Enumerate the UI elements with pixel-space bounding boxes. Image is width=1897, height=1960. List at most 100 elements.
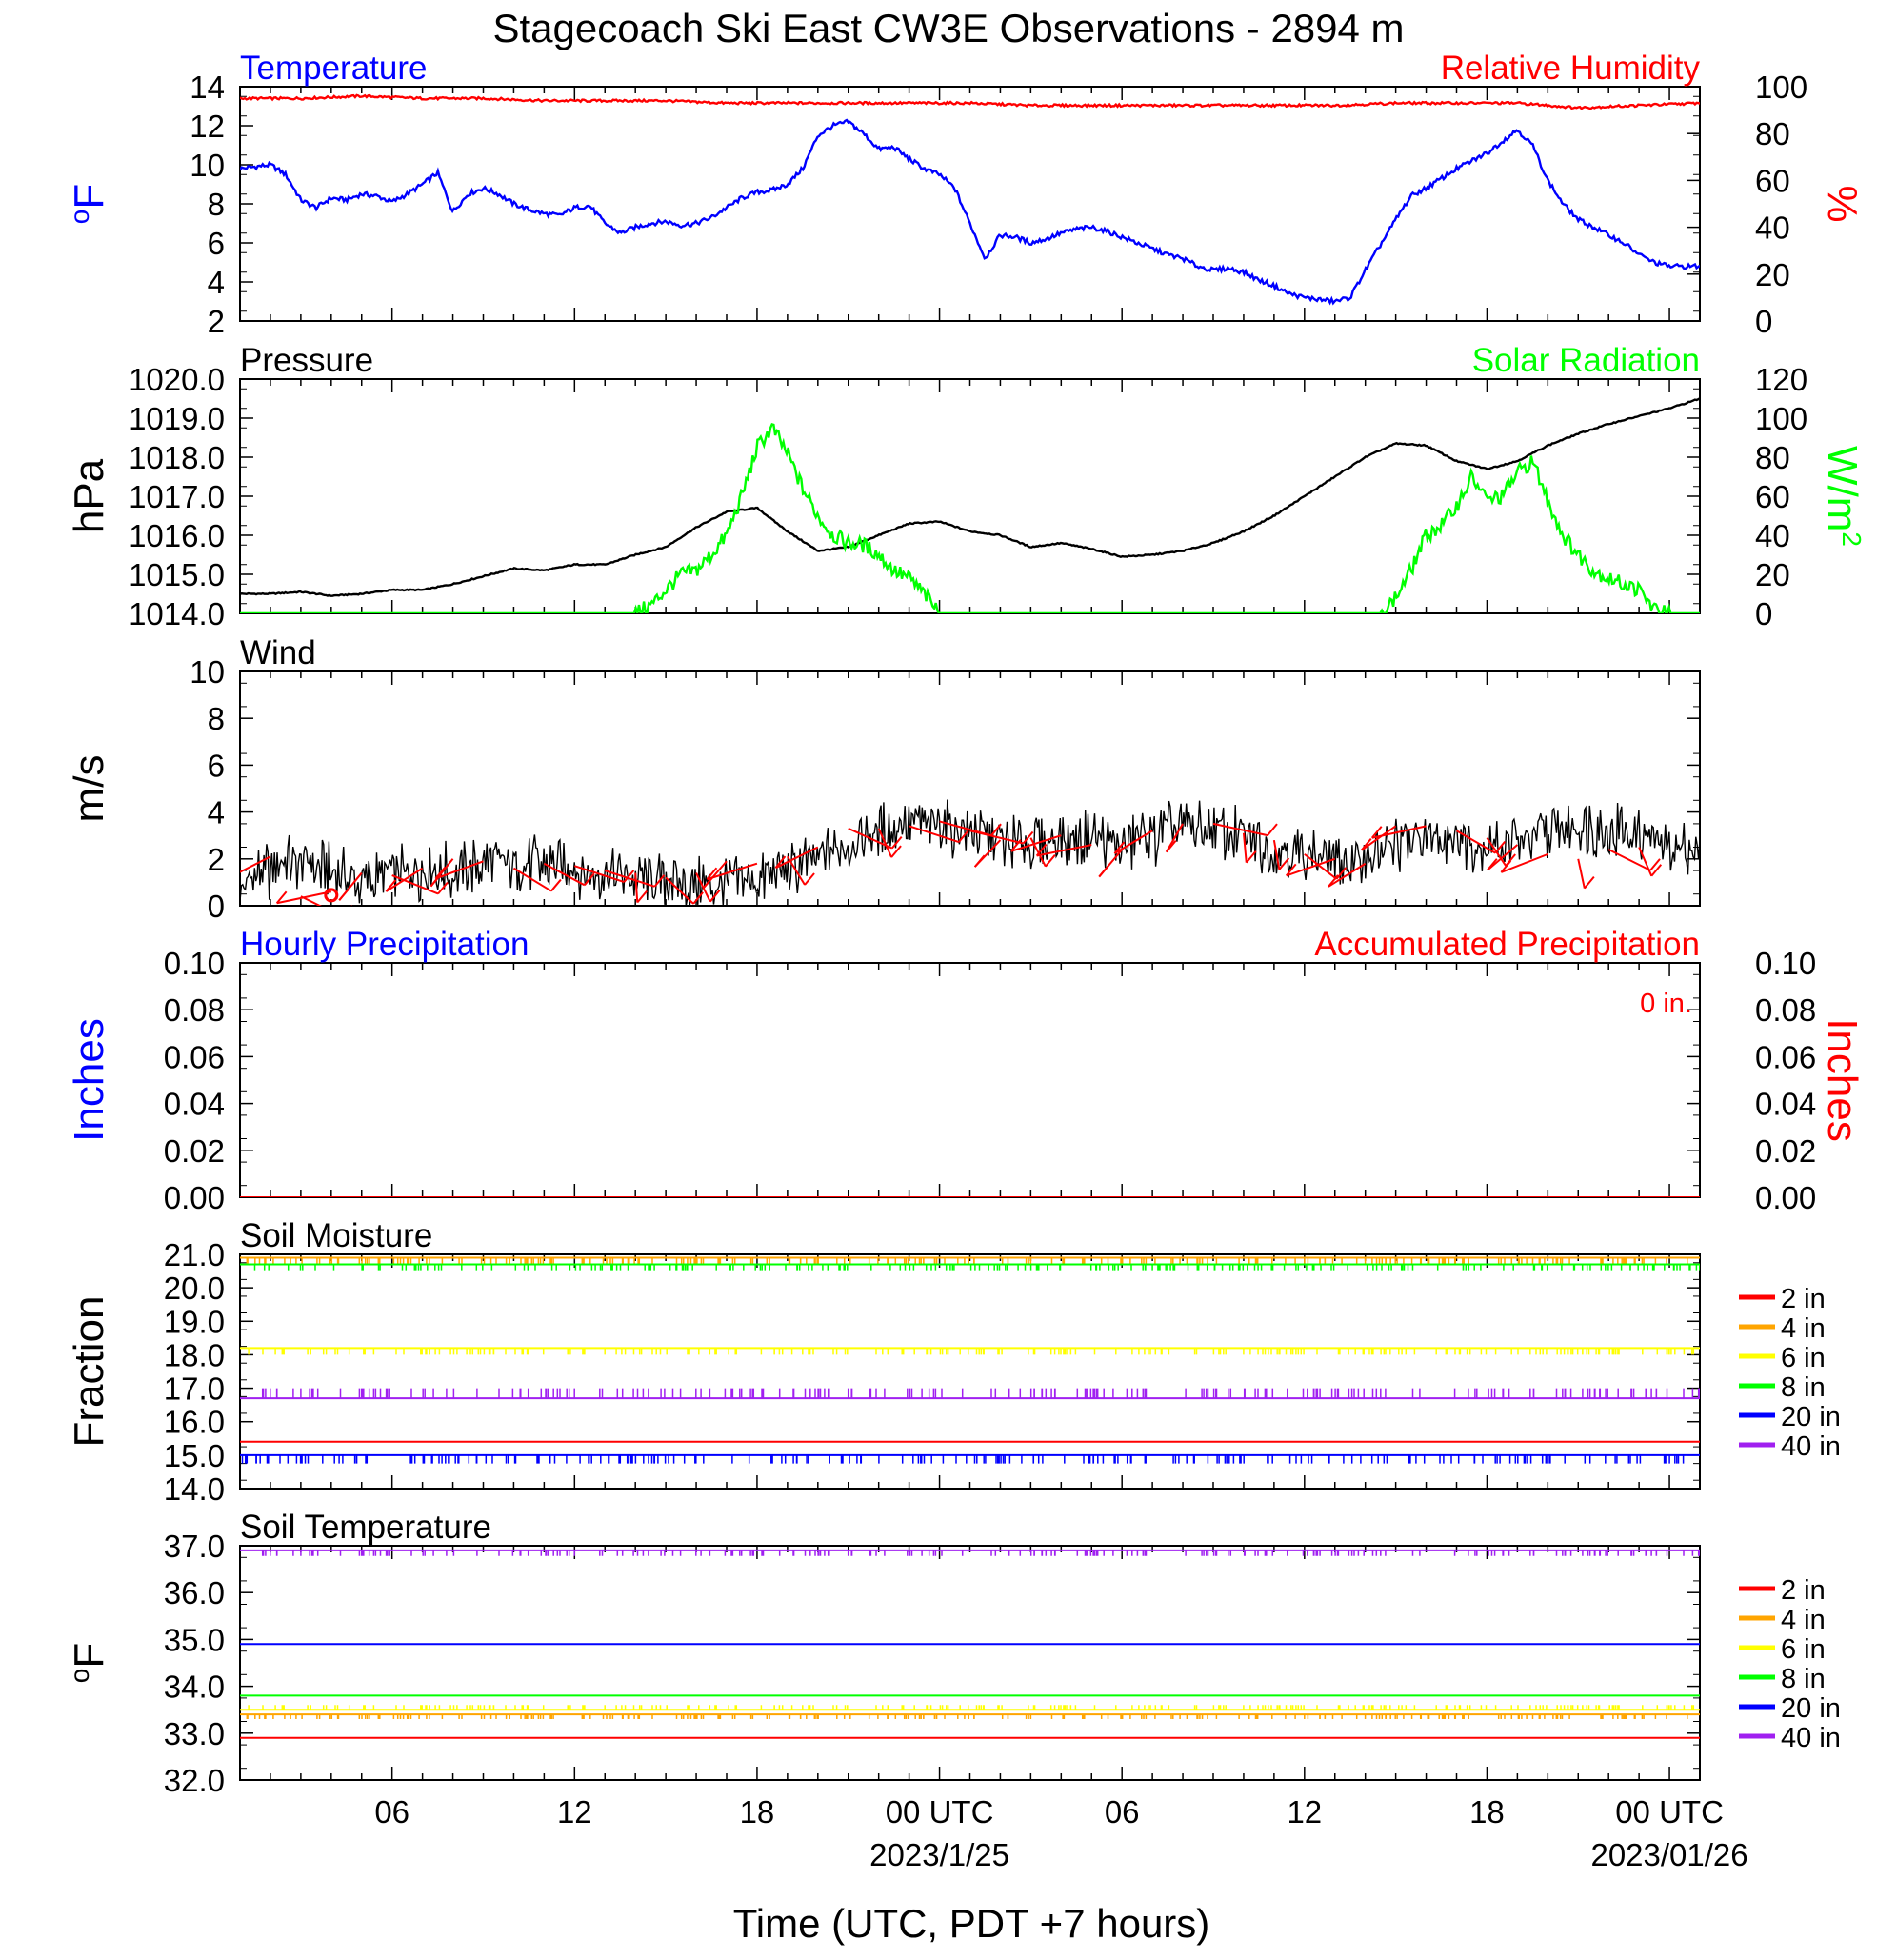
precipitation-ytick-label-left: 0.02: [164, 1133, 225, 1169]
wind-barb: [1361, 825, 1397, 851]
wind-barb-feather: [338, 888, 350, 901]
pressure-ylabel-right: W/m2: [1819, 446, 1867, 547]
wind-barb: [391, 874, 439, 895]
wind-barb: [1304, 853, 1338, 880]
wind-barb-feather: [1113, 841, 1126, 854]
wind-barb: [512, 867, 552, 892]
series-40-in-spikes: [261, 1388, 1700, 1399]
wind-title-left: Wind: [240, 634, 316, 671]
soil_moisture-frame: [239, 1253, 1701, 1490]
wind-barb: [634, 872, 639, 903]
wind-barb: [707, 862, 758, 881]
soil_moisture-ytick-label-left: 21.0: [164, 1237, 225, 1272]
precipitation-ytick-label-left: 0.04: [164, 1087, 225, 1122]
wind-barb-feather: [804, 872, 815, 886]
calm-wind-marker: [324, 888, 339, 903]
series-4-in-spikes: [246, 1257, 1688, 1265]
panel-wind: 10 8 6 4 2 0 Wind m/s: [66, 634, 1701, 924]
wind-barb-feather: [890, 845, 902, 858]
series-8-in-spikes: [253, 1264, 1700, 1271]
panel-soil_moisture: 21.020.019.018.017.016.015.014.0 Soil Moi…: [66, 1217, 1841, 1507]
series-solar-radiation: [240, 422, 1700, 613]
soil_temperature-ytick-label-left: 32.0: [164, 1763, 225, 1798]
legend-label: 40 in: [1781, 1723, 1841, 1753]
legend-label: 20 in: [1781, 1693, 1841, 1724]
pressure-ytick-label-left: 1016.0: [129, 518, 225, 553]
precipitation-ytick-label-right: 0.08: [1755, 992, 1816, 1028]
pressure-ytick-label-left: 1020.0: [129, 362, 225, 397]
soil_temperature-ytick-label-left: 35.0: [164, 1622, 225, 1657]
temperature-ytick-label-left: 4: [208, 265, 225, 300]
series-pressure: [240, 397, 1700, 597]
precipitation-ytick-label-left: 0.08: [164, 992, 225, 1028]
soil_moisture-ytick-label-left: 14.0: [164, 1471, 225, 1507]
wind-barb: [435, 860, 484, 880]
soil_moisture-title-left: Soil Moisture: [240, 1217, 432, 1254]
legend-label: 20 in: [1781, 1402, 1841, 1432]
wind-barb: [1638, 847, 1653, 877]
pressure-title-right: Solar Radiation: [1472, 342, 1700, 379]
legend-label: 2 in: [1781, 1284, 1826, 1314]
wind-barb: [604, 870, 655, 888]
x-date-label: 2023/1/25: [869, 1837, 1009, 1872]
x-tick-label: 12: [557, 1794, 592, 1830]
wind-barb: [1456, 830, 1496, 854]
precipitation-title-right: Accumulated Precipitation: [1314, 926, 1700, 963]
soil_moisture-ytick-label-left: 15.0: [164, 1438, 225, 1473]
figure-title: Stagecoach Ski East CW3E Observations - …: [492, 6, 1404, 50]
wind-barb-feather: [774, 855, 787, 869]
wind-barb-feather: [350, 905, 352, 906]
wind-barb-feather: [584, 872, 595, 886]
temperature-ytick-label-left: 6: [208, 226, 225, 261]
precipitation-ytick-label-right: 0.04: [1755, 1087, 1816, 1122]
series-40-in-spikes: [261, 1550, 1700, 1556]
wind-barb-feather: [1098, 864, 1109, 878]
wind-barb: [1036, 844, 1092, 857]
wind-barb: [665, 876, 694, 905]
wind-barb-feather: [1328, 874, 1339, 888]
soil_temperature-frame: [239, 1545, 1701, 1781]
pressure-frame: [239, 378, 1701, 614]
wind-barb-feather: [1500, 860, 1512, 873]
wind-barb-feather: [1165, 840, 1177, 853]
wind-barb-feather: [1245, 850, 1257, 864]
temperature-ytick-label-right: 0: [1755, 304, 1772, 339]
wind-barb-feather: [958, 830, 969, 843]
pressure-ylabel-left: hPa: [66, 458, 112, 533]
legend-label: 8 in: [1781, 1664, 1826, 1694]
series-6-in-spikes: [248, 1705, 1695, 1710]
wind-barb-feather: [275, 890, 288, 904]
soil_moisture-plot-area: [240, 1256, 1700, 1464]
wind-ytick-label-left: 8: [208, 701, 225, 736]
pressure-ytick-label-left: 1017.0: [129, 479, 225, 514]
temperature-ytick-label-right: 20: [1755, 257, 1790, 292]
pressure-ytick-label-right: 40: [1755, 518, 1790, 553]
temperature-ytick-label-right: 60: [1755, 163, 1790, 198]
pressure-ytick-label-left: 1015.0: [129, 557, 225, 592]
wind-barb-feather: [437, 881, 449, 895]
soil_temperature-ytick-label-left: 37.0: [164, 1529, 225, 1564]
wind-barb: [543, 862, 586, 887]
soil_temperature-ytick-label-left: 34.0: [164, 1670, 225, 1705]
precipitation-ylabel-left: Inches: [66, 1018, 112, 1142]
soil_temperature-plot-area: [240, 1549, 1700, 1739]
wind-ylabel-left: m/s: [66, 755, 112, 823]
series-20-in-spikes: [241, 1454, 1685, 1464]
x-tick-label: 18: [1469, 1794, 1505, 1830]
temperature-title-right: Relative Humidity: [1441, 50, 1701, 87]
soil_moisture-ylabel-left: Fraction: [66, 1296, 112, 1448]
x-axis-label: Time (UTC, PDT +7 hours): [733, 1901, 1210, 1946]
pressure-ytick-label-right: 20: [1755, 557, 1790, 592]
precipitation-frame: [239, 962, 1701, 1198]
precipitation-annotation: 0 in.: [1640, 989, 1692, 1019]
wind-barb: [909, 825, 960, 844]
wind-barb-feather: [230, 866, 239, 877]
pressure-ytick-label-left: 1018.0: [129, 440, 225, 475]
wind-barb: [1607, 849, 1651, 871]
soil_temperature-ytick-label-left: 33.0: [164, 1716, 225, 1751]
time-axis: 06 12 18 00 UTC 06 12 18 00 UTC 2023/1/25 2023/01…: [374, 1794, 1747, 1872]
wind-ytick-label-left: 0: [208, 889, 225, 924]
soil_moisture-ytick-label-left: 17.0: [164, 1371, 225, 1407]
